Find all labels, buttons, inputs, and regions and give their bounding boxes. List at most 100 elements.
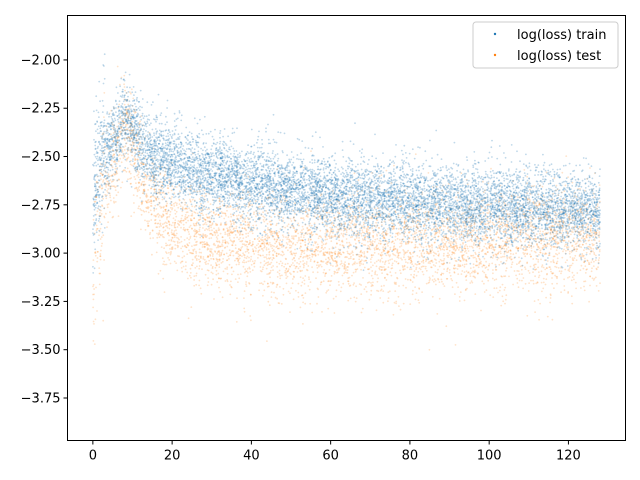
test-point	[517, 270, 520, 272]
test-point	[150, 200, 153, 203]
test-point	[588, 246, 591, 248]
test-point	[566, 246, 568, 248]
test-point	[191, 258, 194, 261]
test-point	[446, 246, 449, 249]
test-point	[197, 233, 200, 236]
test-point	[571, 219, 574, 222]
test-point	[549, 297, 552, 299]
test-point	[493, 287, 496, 290]
test-point	[379, 260, 382, 263]
test-point	[459, 246, 462, 249]
test-point	[528, 235, 531, 238]
test-point	[448, 218, 451, 221]
test-point	[161, 184, 163, 187]
test-point	[248, 203, 251, 206]
test-point	[560, 211, 562, 213]
test-point	[313, 215, 316, 218]
test-point	[359, 223, 361, 226]
test-point	[184, 244, 186, 247]
test-point	[439, 226, 441, 229]
test-point	[545, 278, 548, 281]
test-point	[304, 241, 306, 244]
test-point	[410, 261, 413, 264]
test-point	[361, 229, 364, 232]
test-point	[414, 232, 416, 235]
test-point	[465, 244, 467, 246]
test-point	[177, 206, 180, 209]
test-point	[285, 277, 288, 279]
test-point	[159, 219, 161, 222]
test-point	[418, 301, 421, 304]
test-point	[295, 235, 298, 237]
test-point	[212, 211, 215, 214]
test-point	[158, 214, 161, 217]
test-point	[160, 234, 162, 237]
test-point	[94, 200, 97, 203]
test-point	[291, 282, 294, 285]
test-point	[355, 242, 357, 245]
test-point	[232, 254, 235, 257]
test-point	[175, 229, 177, 232]
test-point	[384, 237, 386, 240]
test-point	[195, 231, 198, 234]
test-point	[248, 267, 251, 270]
test-point	[597, 290, 600, 292]
test-point	[500, 261, 502, 263]
test-point	[320, 265, 323, 268]
test-point	[431, 244, 433, 247]
test-point	[309, 238, 312, 241]
test-point	[535, 240, 537, 243]
test-point	[516, 277, 519, 280]
test-point	[204, 273, 207, 276]
test-point	[354, 270, 357, 273]
test-point	[284, 269, 287, 272]
test-point	[351, 220, 353, 223]
test-point	[225, 223, 228, 226]
test-point	[189, 188, 192, 191]
test-point	[566, 259, 568, 262]
test-point	[310, 258, 312, 261]
test-point	[505, 269, 507, 272]
test-point	[211, 233, 214, 236]
test-point	[186, 237, 189, 240]
test-point	[279, 260, 282, 263]
test-point	[510, 266, 513, 268]
test-point	[214, 251, 217, 253]
test-point	[372, 236, 375, 239]
test-point	[351, 235, 354, 238]
test-point	[330, 257, 333, 259]
test-point	[399, 308, 402, 311]
test-point	[163, 222, 166, 225]
test-point	[469, 245, 471, 248]
test-point	[145, 176, 148, 179]
test-point	[231, 273, 233, 276]
test-point	[520, 247, 522, 250]
test-point	[206, 241, 208, 244]
test-point	[426, 252, 428, 255]
test-point	[195, 257, 198, 260]
test-point	[228, 249, 231, 252]
test-point	[299, 306, 302, 309]
test-point	[210, 232, 213, 235]
test-point	[253, 227, 256, 229]
test-point	[580, 207, 583, 210]
test-point	[275, 224, 278, 227]
test-point	[598, 231, 601, 234]
test-point	[462, 258, 464, 260]
test-point	[564, 210, 567, 213]
test-point	[269, 271, 272, 274]
test-point	[289, 251, 292, 254]
test-point	[246, 250, 249, 253]
test-point	[420, 245, 423, 248]
test-point	[548, 243, 551, 245]
test-point	[282, 293, 285, 296]
test-point	[99, 221, 101, 224]
test-point	[548, 266, 551, 268]
test-point	[483, 245, 486, 248]
test-point	[368, 281, 370, 283]
test-point	[121, 129, 124, 132]
test-point	[176, 236, 178, 239]
test-point	[101, 187, 104, 190]
test-point	[267, 228, 269, 231]
test-point	[235, 227, 238, 230]
